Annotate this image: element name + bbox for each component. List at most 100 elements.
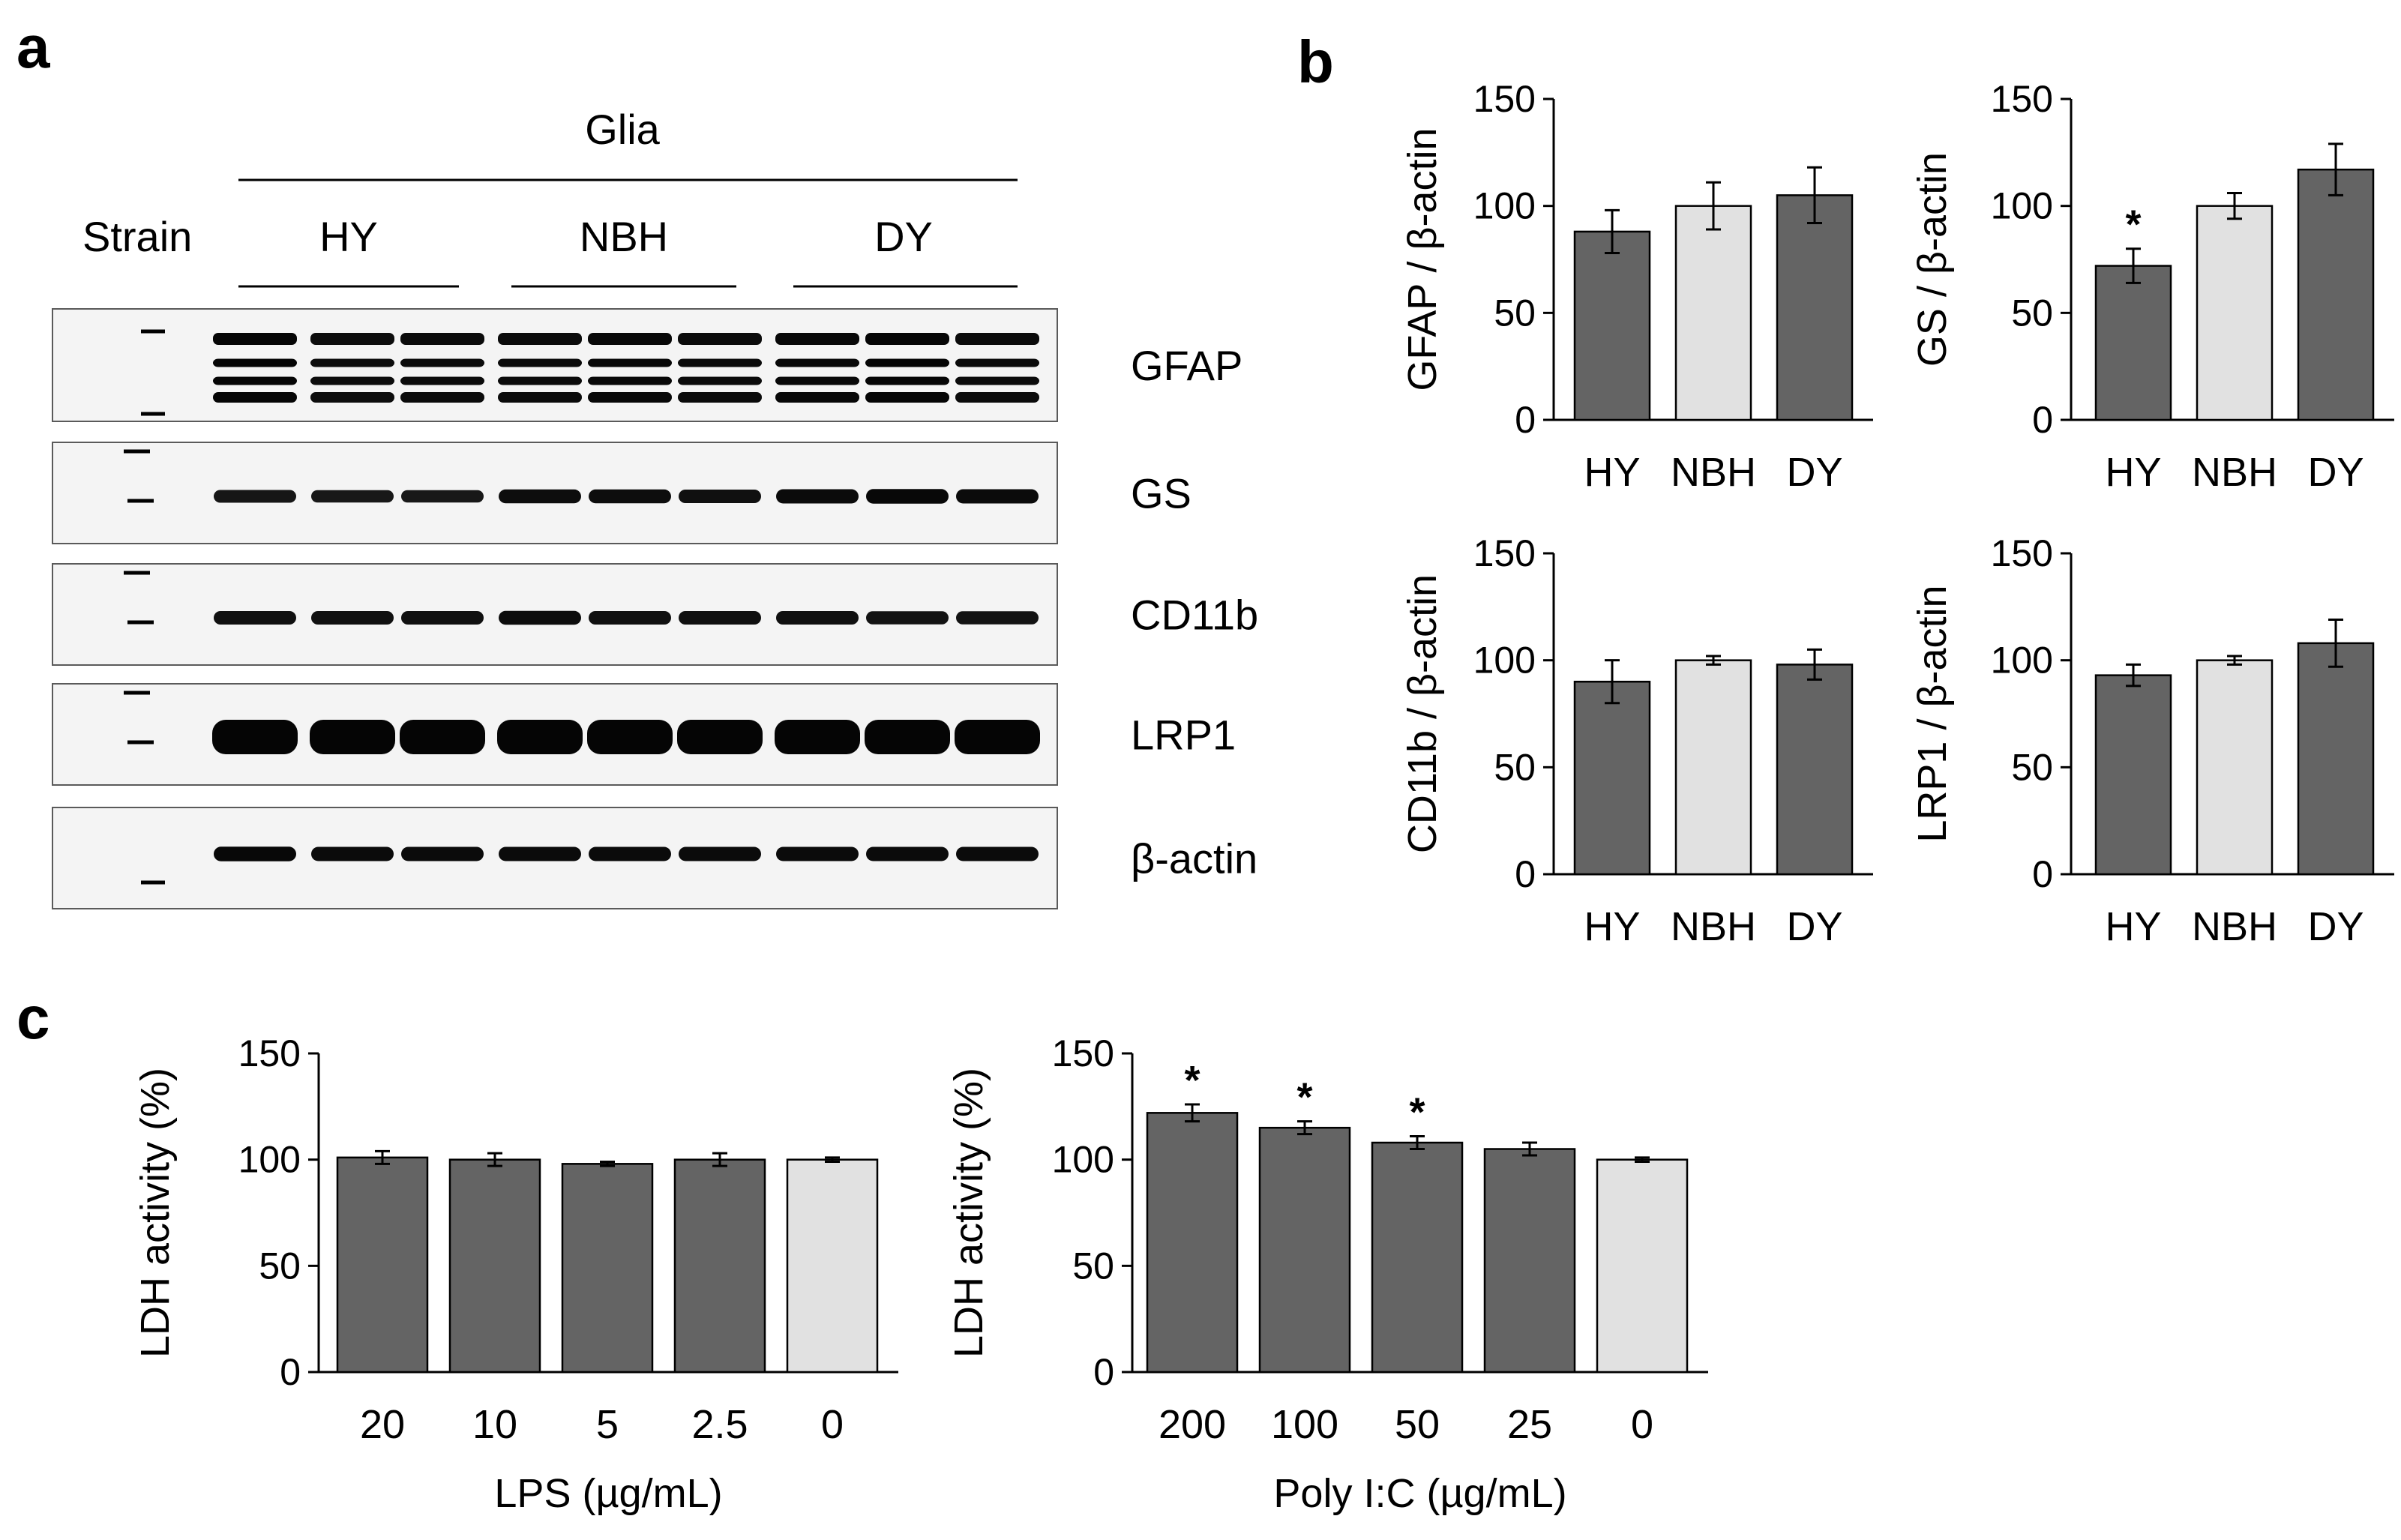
- blot-band: [213, 376, 297, 385]
- y-tick-label: 50: [259, 1245, 301, 1287]
- panel-label-b: b: [1297, 28, 1334, 95]
- x-tick-label: 25: [1507, 1402, 1552, 1447]
- blot-band: [679, 490, 761, 503]
- bar: [1483, 1148, 1576, 1374]
- bar: [1573, 230, 1651, 421]
- y-tick-label: 150: [1473, 532, 1536, 574]
- blot-band: [775, 333, 859, 345]
- significance-marker: *: [1296, 1075, 1312, 1120]
- x-tick-label: NBH: [2192, 450, 2277, 495]
- chart-5: 0 50 100 150 LDH activity (%) 200 * 100 * 50 * 25 0 P…: [946, 1032, 1708, 1516]
- y-tick-label: 50: [2011, 746, 2053, 788]
- blot-band: [588, 392, 672, 403]
- bar: [2297, 642, 2375, 876]
- y-tick-label: 150: [238, 1032, 301, 1074]
- blot-band: [955, 358, 1039, 367]
- y-axis-label: GFAP / β-actin: [1400, 127, 1445, 391]
- blot-band: [499, 846, 581, 861]
- blot-row-label: GS: [1131, 470, 1192, 517]
- x-axis-label: Poly I:C (µg/mL): [1273, 1471, 1566, 1516]
- bar: [2094, 265, 2172, 421]
- blot-band: [498, 392, 582, 403]
- x-tick-label: DY: [1786, 904, 1842, 949]
- blot-band: [679, 846, 761, 861]
- blot-band: [678, 333, 762, 345]
- blot-band: [310, 376, 394, 385]
- y-axis-label: LDH activity (%): [946, 1068, 991, 1358]
- bar: [1674, 659, 1752, 876]
- bar: [786, 1158, 879, 1374]
- blot-band: [775, 358, 859, 367]
- blot-band: [955, 720, 1040, 754]
- blot-band: [955, 333, 1039, 345]
- y-tick-label: 100: [1052, 1139, 1114, 1181]
- blot-band: [678, 358, 762, 367]
- x-tick-label: HY: [1584, 904, 1640, 949]
- blot-band: [310, 720, 395, 754]
- bar: [2297, 168, 2375, 421]
- blot-group-label: Glia: [585, 106, 660, 153]
- y-tick-label: 150: [1052, 1032, 1114, 1074]
- blot-band: [956, 611, 1039, 625]
- blot-band: [775, 720, 860, 754]
- bar: [1371, 1141, 1464, 1374]
- x-axis-label: LPS (µg/mL): [494, 1471, 722, 1516]
- strain-label-nbh: NBH: [580, 213, 668, 260]
- x-tick-label: NBH: [1671, 450, 1756, 495]
- blot-band: [955, 376, 1039, 385]
- blot-band: [865, 376, 949, 385]
- x-tick-label: 200: [1159, 1402, 1226, 1447]
- blot-band: [776, 489, 859, 504]
- blot-row-label: β-actin: [1131, 835, 1257, 882]
- blot-band: [866, 846, 949, 861]
- blot-band: [865, 720, 950, 754]
- blot-band: [400, 358, 484, 367]
- blot-band: [400, 376, 484, 385]
- y-tick-label: 50: [2011, 292, 2053, 334]
- x-tick-label: 0: [821, 1402, 844, 1447]
- x-tick-label: DY: [2307, 450, 2364, 495]
- bar: [1596, 1158, 1689, 1374]
- y-tick-label: 50: [1494, 292, 1536, 334]
- blot-band: [677, 720, 763, 754]
- blot-band: [865, 333, 949, 345]
- blot-row-label: CD11b: [1131, 592, 1258, 639]
- significance-marker: *: [2125, 202, 2141, 247]
- y-axis-label: CD11b / β-actin: [1400, 574, 1445, 853]
- y-axis-label: LRP1 / β-actin: [1910, 585, 1955, 842]
- chart-3: 0 50 100 150 LRP1 / β-actin HY NBH DY: [1910, 532, 2394, 949]
- blot-band: [497, 720, 583, 754]
- blot-band: [311, 611, 394, 625]
- bar: [2196, 205, 2274, 421]
- blot-band: [775, 376, 859, 385]
- x-tick-label: DY: [1786, 450, 1842, 495]
- western-blot: Glia Strain HY NBH DY GFAP GS CD11b LRP1 β-actin: [52, 106, 1258, 909]
- x-tick-label: 5: [596, 1402, 619, 1447]
- blot-band: [214, 611, 296, 625]
- blot-band: [776, 846, 859, 861]
- bar: [448, 1158, 541, 1374]
- blot-band: [401, 846, 484, 861]
- blot-band: [401, 611, 484, 625]
- blot-band: [499, 610, 581, 625]
- x-tick-label: 100: [1271, 1402, 1338, 1447]
- blot-band: [775, 392, 859, 403]
- y-tick-label: 100: [238, 1139, 301, 1181]
- x-tick-label: 0: [1631, 1402, 1653, 1447]
- y-tick-label: 150: [1991, 78, 2053, 120]
- blot-band: [213, 358, 297, 367]
- blot-band: [310, 358, 394, 367]
- blot-band: [866, 611, 949, 625]
- y-tick-label: 150: [1473, 78, 1536, 120]
- chart-2: 0 50 100 150 CD11b / β-actin HY NBH DY: [1400, 532, 1873, 949]
- blot-band: [310, 392, 394, 403]
- y-tick-label: 0: [2032, 399, 2053, 441]
- bar: [673, 1158, 766, 1374]
- bar: [2196, 659, 2274, 876]
- blot-band: [401, 490, 484, 503]
- panel-label-c: c: [16, 984, 50, 1051]
- bar: [1776, 664, 1854, 876]
- y-tick-label: 50: [1494, 746, 1536, 788]
- x-tick-label: NBH: [1671, 904, 1756, 949]
